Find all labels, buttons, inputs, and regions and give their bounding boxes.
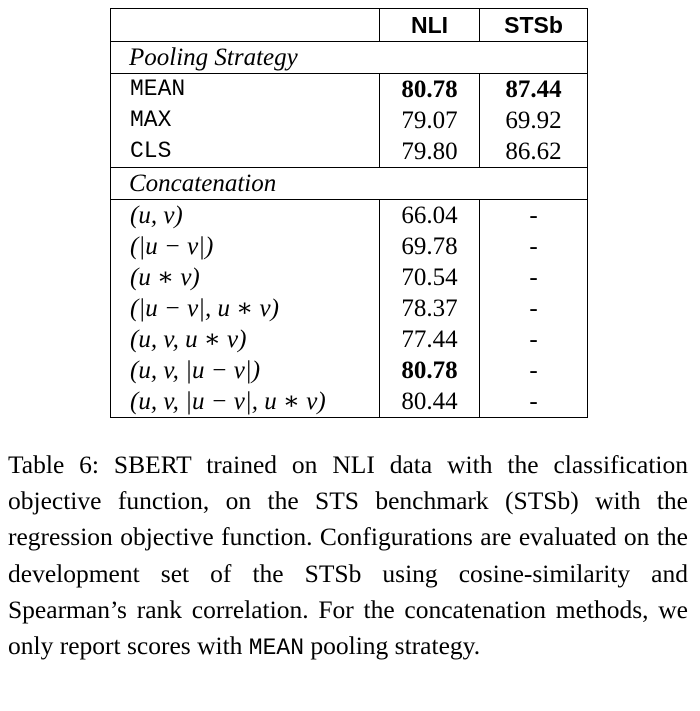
results-table: NLI STSb Pooling Strategy MEAN 80.78 87.… bbox=[110, 8, 588, 418]
table-row: (|u − v|, u ∗ v) 78.37 - bbox=[110, 293, 588, 324]
nli-score-cell: 80.44 bbox=[379, 386, 480, 418]
nli-score-cell: 77.44 bbox=[379, 324, 480, 355]
table-row: (u, v, |u − v|, u ∗ v) 80.44 - bbox=[110, 386, 588, 418]
section-title-pooling: Pooling Strategy bbox=[110, 41, 588, 74]
stsb-score-cell: - bbox=[479, 262, 588, 293]
stsb-score-cell: - bbox=[479, 386, 588, 418]
method-cell: (u, v, u ∗ v) bbox=[110, 324, 380, 355]
stsb-score-cell: 87.44 bbox=[479, 73, 588, 105]
method-cell: (|u − v|, u ∗ v) bbox=[110, 293, 380, 324]
stsb-score-cell: - bbox=[479, 355, 588, 386]
method-cell: MEAN bbox=[110, 73, 380, 105]
section-row-pooling: Pooling Strategy bbox=[110, 41, 588, 74]
table-row: (u, v) 66.04 - bbox=[110, 199, 588, 231]
method-cell: (u, v, |u − v|) bbox=[110, 355, 380, 386]
method-cell: (u, v, |u − v|, u ∗ v) bbox=[110, 386, 380, 418]
header-blank-cell bbox=[110, 8, 380, 42]
table-row: MEAN 80.78 87.44 bbox=[110, 73, 588, 105]
stsb-score-cell: - bbox=[479, 231, 588, 262]
method-cell: (u ∗ v) bbox=[110, 262, 380, 293]
table-row: MAX 79.07 69.92 bbox=[110, 105, 588, 136]
nli-score-cell: 79.07 bbox=[379, 105, 480, 136]
method-cell: (|u − v|) bbox=[110, 231, 380, 262]
header-nli: NLI bbox=[379, 8, 480, 42]
nli-score-cell: 78.37 bbox=[379, 293, 480, 324]
header-stsb: STSb bbox=[479, 8, 588, 42]
stsb-score-cell: - bbox=[479, 199, 588, 231]
table-header-row: NLI STSb bbox=[110, 8, 588, 42]
caption-text-end: pooling strategy. bbox=[304, 631, 481, 661]
nli-score-cell: 70.54 bbox=[379, 262, 480, 293]
caption-mean-keyword: MEAN bbox=[248, 635, 304, 662]
table-row: (u, v, |u − v|) 80.78 - bbox=[110, 355, 588, 386]
table-row: CLS 79.80 86.62 bbox=[110, 136, 588, 168]
table-row: (|u − v|) 69.78 - bbox=[110, 231, 588, 262]
section-title-concatenation: Concatenation bbox=[110, 167, 588, 200]
stsb-score-cell: - bbox=[479, 293, 588, 324]
nli-score-cell: 79.80 bbox=[379, 136, 480, 168]
caption-text-start: Table 6: SBERT trained on NLI data with … bbox=[8, 450, 688, 661]
nli-score-cell: 80.78 bbox=[379, 73, 480, 105]
stsb-score-cell: 69.92 bbox=[479, 105, 588, 136]
table-row: (u, v, u ∗ v) 77.44 - bbox=[110, 324, 588, 355]
table-caption: Table 6: SBERT trained on NLI data with … bbox=[8, 447, 688, 666]
nli-score-cell: 69.78 bbox=[379, 231, 480, 262]
method-cell: CLS bbox=[110, 136, 380, 168]
stsb-score-cell: - bbox=[479, 324, 588, 355]
method-cell: (u, v) bbox=[110, 199, 380, 231]
section-row-concatenation: Concatenation bbox=[110, 167, 588, 200]
nli-score-cell: 66.04 bbox=[379, 199, 480, 231]
stsb-score-cell: 86.62 bbox=[479, 136, 588, 168]
method-cell: MAX bbox=[110, 105, 380, 136]
nli-score-cell: 80.78 bbox=[379, 355, 480, 386]
table-row: (u ∗ v) 70.54 - bbox=[110, 262, 588, 293]
